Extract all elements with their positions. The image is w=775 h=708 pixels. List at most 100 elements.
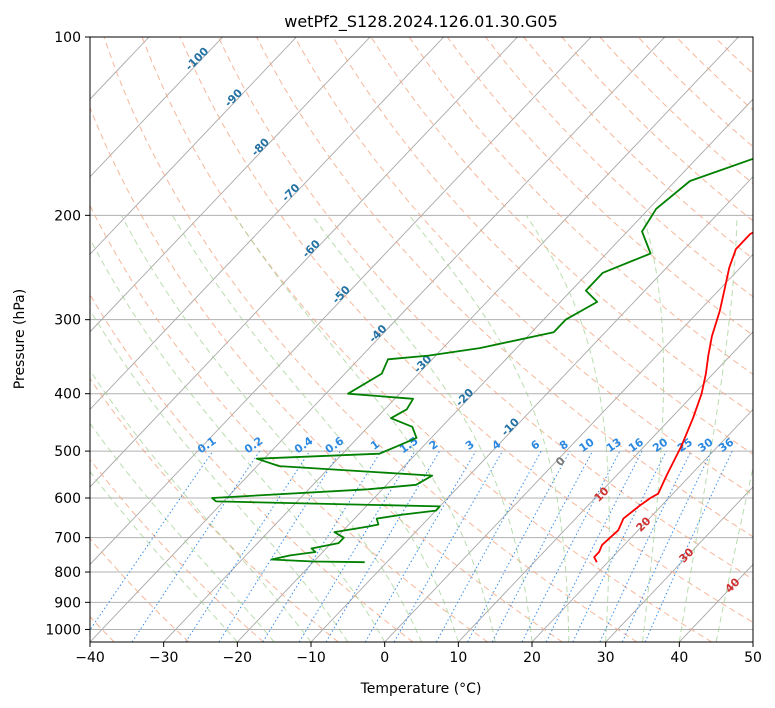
x-tick-label: 0 — [380, 650, 389, 666]
moist-adiabat — [171, 215, 459, 642]
mixing-ratio-line — [325, 450, 441, 642]
mixing-ratio-label: 10 — [577, 435, 597, 455]
dry-adiabat — [90, 204, 488, 642]
moist-adiabat — [90, 369, 312, 642]
isotherm-label: -50 — [330, 283, 353, 306]
y-axis-label: Pressure (hPa) — [12, 289, 28, 389]
x-tick-label: −40 — [75, 650, 105, 666]
x-tick-label: 30 — [597, 650, 615, 666]
isotherm-label: -90 — [222, 86, 245, 109]
dry-adiabat — [485, 37, 753, 298]
dry-adiabat — [90, 537, 190, 642]
x-tick-label: −30 — [149, 650, 179, 666]
moist-adiabat — [90, 422, 275, 642]
y-tick-label: 400 — [54, 387, 81, 403]
dry-adiabat — [90, 106, 563, 642]
mixing-ratio-line — [572, 450, 667, 642]
dry-adiabat — [370, 37, 753, 415]
isotherm-label: -40 — [366, 322, 389, 345]
moist-adiabat-label: 30 — [677, 545, 697, 565]
dry-adiabat — [408, 37, 753, 375]
moist-adiabat — [642, 215, 665, 642]
isotherm-line — [237, 98, 753, 642]
isotherm-line — [458, 331, 753, 642]
mixing-ratio-label: 8 — [557, 438, 571, 453]
isotherm-line — [90, 37, 297, 255]
dry-adiabat — [256, 37, 753, 538]
dry-adiabat — [752, 37, 753, 39]
x-tick-label: 20 — [523, 650, 541, 666]
y-tick-label: 600 — [54, 491, 81, 507]
y-tick-label: 900 — [54, 595, 81, 611]
dry-adiabat — [217, 37, 753, 580]
moist-adiabat — [90, 309, 349, 642]
dry-adiabat — [446, 37, 753, 336]
mixing-ratio-line — [467, 450, 571, 642]
y-tick-label: 800 — [54, 565, 81, 581]
x-tick-label: 40 — [670, 650, 688, 666]
dry-adiabat — [294, 37, 753, 496]
mixing-ratio-label: 6 — [528, 438, 542, 453]
mixing-ratio-label: 3 — [463, 438, 477, 453]
dewpoint-profile — [211, 157, 753, 564]
x-axis-label: Temperature (°C) — [360, 681, 482, 697]
mixing-ratio-line — [393, 450, 503, 642]
mixing-ratio-line — [644, 450, 733, 642]
mixing-ratio-line — [262, 450, 382, 642]
isotherm-label: -10 — [499, 415, 522, 438]
y-tick-label: 300 — [54, 313, 81, 329]
mixing-ratio-line — [131, 450, 261, 642]
isotherm-line — [605, 486, 753, 642]
isotherm-line — [531, 408, 753, 642]
y-axis: 100 200 300 400 500 600 700 800 900 1000 — [45, 30, 90, 638]
x-tick-label: 50 — [744, 650, 762, 666]
mixing-ratio-label: 36 — [716, 435, 736, 455]
moist-adiabat — [90, 470, 238, 642]
isotherm-line — [90, 37, 592, 566]
mixing-ratio-line — [90, 450, 214, 631]
mixing-ratio-label: 4 — [490, 438, 504, 453]
isotherm-line — [90, 37, 224, 178]
mixing-ratio-line — [364, 450, 477, 642]
dry-adiabat — [103, 37, 638, 642]
moist-adiabat — [525, 215, 610, 642]
dry-adiabat — [561, 37, 753, 222]
y-tick-label: 100 — [54, 30, 81, 46]
dry-adiabat — [714, 37, 753, 75]
isotherm-label: -80 — [249, 135, 272, 158]
moist-adiabat — [234, 215, 496, 642]
mixing-ratio-line — [218, 450, 341, 642]
isotherm-line — [90, 37, 371, 333]
y-tick-label: 200 — [54, 208, 81, 224]
isotherm-line — [679, 563, 753, 642]
dry-adiabat — [90, 293, 414, 642]
mixing-ratio-label: 2 — [427, 438, 441, 453]
isotherm-line — [752, 641, 753, 642]
moist-adiabat — [408, 214, 570, 642]
isotherm-label: -100 — [183, 44, 212, 73]
temperature-profile — [593, 231, 753, 563]
x-axis: −40 −30 −20 −10 0 10 20 30 40 50 — [75, 642, 762, 666]
moist-adiabat — [715, 466, 753, 642]
dry-adiabat — [179, 37, 753, 623]
isotherm-label: -60 — [300, 237, 323, 260]
moist-adiabat — [311, 215, 533, 642]
dry-adiabat — [90, 377, 339, 642]
y-tick-label: 1000 — [45, 622, 81, 638]
isotherm-line — [90, 37, 445, 411]
mixing-ratio-line — [599, 450, 692, 642]
x-tick-label: −20 — [223, 650, 253, 666]
dry-adiabat — [637, 37, 753, 148]
chart-title: wetPf2_S128.2024.126.01.30.G05 — [284, 12, 558, 32]
moist-adiabat — [120, 215, 422, 642]
mixing-ratio-label: 0.2 — [242, 434, 265, 456]
plot-frame — [89, 36, 754, 643]
x-tick-label: −10 — [296, 650, 326, 666]
mixing-ratio-line — [545, 450, 643, 642]
isotherm-line — [0, 37, 2, 642]
mixing-ratio-label: 20 — [650, 435, 670, 455]
y-tick-label: 500 — [54, 444, 81, 460]
mixing-ratio-line — [185, 450, 311, 642]
dry-adiabat — [523, 37, 753, 260]
